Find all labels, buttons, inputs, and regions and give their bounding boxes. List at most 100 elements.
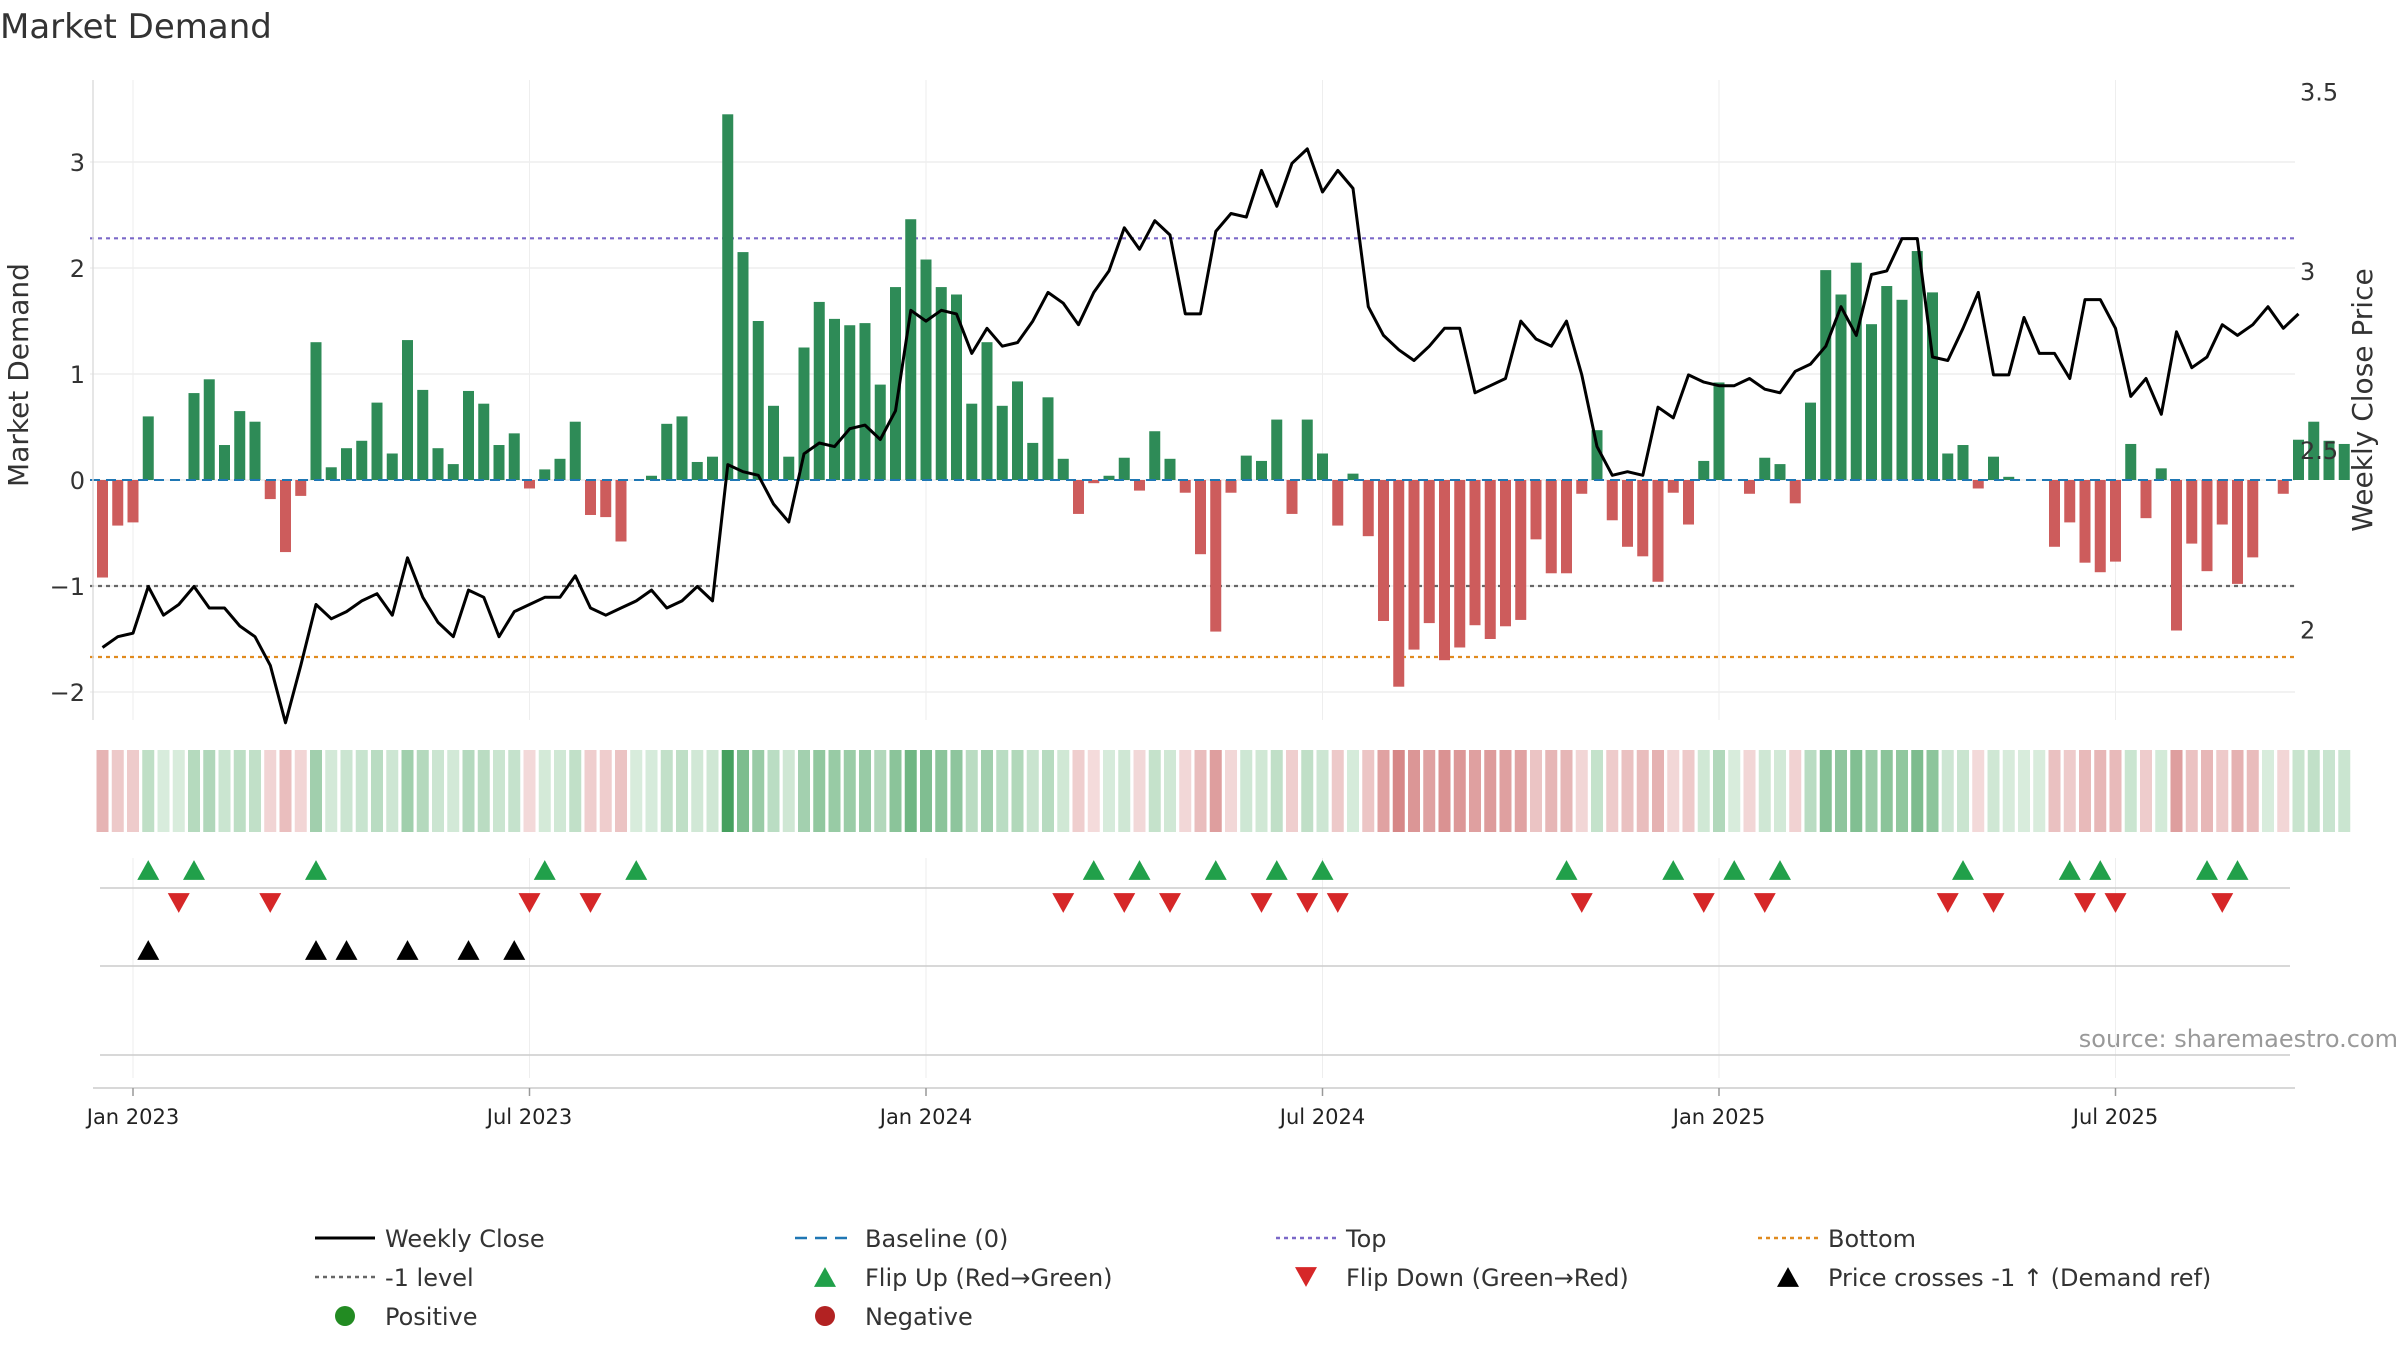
heat-cell <box>1560 750 1573 832</box>
demand-bar <box>1149 431 1161 480</box>
heat-cell <box>2170 750 2183 832</box>
demand-bar <box>1500 480 1511 627</box>
heat-cell <box>340 750 353 832</box>
source-label: source: sharemaestro.com <box>2079 1025 2398 1053</box>
y-axis-label-left: Market Demand <box>2 263 35 487</box>
demand-bar <box>600 480 612 518</box>
flip-up-marker <box>625 860 648 880</box>
demand-bar <box>676 416 688 480</box>
demand-bar <box>1622 480 1633 547</box>
heat-cell <box>645 750 658 832</box>
demand-bar <box>1088 480 1100 484</box>
heat-cell <box>371 750 383 832</box>
demand-bar <box>1027 442 1039 480</box>
legend-label: Negative <box>865 1303 973 1331</box>
flip-down-marker <box>1936 893 1959 913</box>
heat-cell <box>2155 750 2168 832</box>
demand-bar <box>1774 464 1786 480</box>
demand-bar <box>2064 480 2076 523</box>
demand-bar <box>1805 402 1816 480</box>
heat-cell <box>2323 750 2335 832</box>
price-cross-marker <box>396 940 419 960</box>
heat-cell <box>142 750 155 832</box>
heat-cell <box>1591 750 1603 832</box>
demand-bar <box>996 405 1008 480</box>
heat-cell <box>2109 750 2122 832</box>
heat-cell <box>767 750 780 832</box>
demand-bar <box>2110 480 2121 562</box>
legend: Weekly Close Baseline (0) Top Bottom -1 leve… <box>315 1225 2211 1331</box>
y-axis-label-right: Weekly Close Price <box>2346 268 2379 531</box>
flip-up-marker <box>2226 860 2249 880</box>
demand-bar <box>1637 480 1649 557</box>
demand-bar <box>1866 324 1877 480</box>
heat-cell <box>584 750 597 832</box>
demand-bar <box>1179 480 1191 493</box>
heat-cell <box>111 750 124 832</box>
heat-cell <box>310 750 322 832</box>
demand-bar <box>432 448 444 480</box>
heat-cell <box>1972 750 1985 832</box>
heat-cell <box>1713 750 1725 832</box>
demand-bar <box>2125 443 2137 480</box>
heat-cell <box>2216 750 2229 832</box>
heat-cell <box>1316 750 1329 832</box>
heat-cell <box>508 750 521 832</box>
heat-cell <box>233 750 246 832</box>
demand-bar <box>966 403 978 480</box>
demand-bar <box>1195 480 1206 555</box>
flip-up-marker <box>183 860 205 880</box>
heat-cell <box>1392 750 1405 832</box>
flip-up-marker <box>1265 860 1288 880</box>
flip-down-marker <box>1159 893 1181 913</box>
demand-bar <box>1439 480 1450 661</box>
demand-bar <box>188 393 200 480</box>
demand-heat-strip <box>96 750 2351 832</box>
demand-bar <box>569 421 581 480</box>
heat-cell <box>813 750 826 832</box>
demand-bar <box>1988 456 1999 480</box>
heat-cell <box>1377 750 1390 832</box>
demand-bar <box>859 323 871 480</box>
demand-bars <box>90 114 2350 687</box>
demand-bar <box>1378 480 1389 621</box>
heat-cell <box>1530 750 1542 832</box>
x-tick-label: Jan 2025 <box>1671 1105 1766 1129</box>
demand-bar <box>707 456 718 480</box>
flip-down-marker <box>1982 893 2005 913</box>
flip-up-marker <box>1311 860 1334 880</box>
heat-cell <box>630 750 643 832</box>
heat-cell <box>1957 750 1969 832</box>
heat-cell <box>355 750 368 832</box>
flip-up-marker <box>1662 860 1685 880</box>
demand-bar <box>1423 480 1435 624</box>
heat-cell <box>1240 750 1253 832</box>
demand-bar <box>615 480 627 542</box>
right-tick-label: 2.5 <box>2300 437 2338 465</box>
heat-cell <box>996 750 1009 832</box>
heat-cell <box>1926 750 1939 832</box>
heat-cell <box>1804 750 1817 832</box>
heat-cell <box>2094 750 2107 832</box>
flip-down-marker <box>259 893 282 913</box>
demand-bar <box>1591 430 1603 480</box>
heat-cell <box>2018 750 2030 832</box>
heat-cell <box>325 750 338 832</box>
demand-bar <box>1942 453 1954 480</box>
heat-cell <box>2262 750 2274 832</box>
heat-cell <box>2033 750 2046 832</box>
x-tick-label: Jul 2024 <box>1278 1105 1365 1129</box>
heat-cell <box>249 750 261 832</box>
heat-cell <box>1545 750 1558 832</box>
demand-bar <box>1744 480 1755 494</box>
demand-bar <box>417 389 429 480</box>
right-tick-label: 2 <box>2300 617 2315 645</box>
demand-bar <box>508 433 520 480</box>
heat-cell <box>157 750 170 832</box>
heat-cell <box>1682 750 1695 832</box>
demand-bar <box>1484 480 1496 639</box>
heat-cell <box>2048 750 2061 832</box>
demand-bar <box>1347 473 1359 480</box>
demand-bar <box>2201 480 2213 572</box>
demand-bar <box>1454 480 1466 648</box>
